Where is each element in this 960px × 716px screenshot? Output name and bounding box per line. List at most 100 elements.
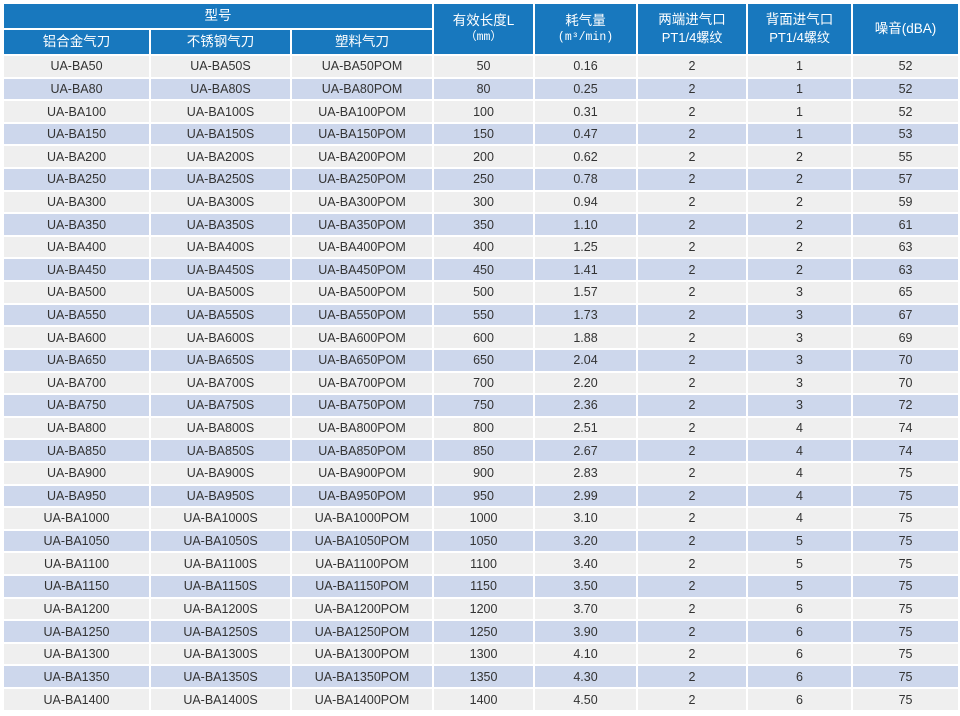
effective-length-cell: 250: [432, 167, 536, 192]
table-header: 型号 有效长度L （mm） 耗气量 (m³/min) 两端进气口 PT1/4螺纹…: [1, 2, 960, 56]
both-ends-inlet-cell: 2: [636, 234, 749, 260]
table-row: UA-BA1050 UA-BA1050S UA-BA1050POM 1050 3.20 2…: [2, 528, 960, 554]
aluminum-model-cell: UA-BA750: [2, 393, 151, 418]
noise-cell: 67: [851, 302, 960, 328]
back-inlet-cell: 4: [746, 438, 854, 463]
noise-cell: 75: [851, 551, 960, 576]
plastic-model-cell: UA-BA500POM: [289, 280, 435, 305]
aluminum-model-cell: UA-BA250: [2, 167, 151, 192]
table-row: UA-BA80 UA-BA80S UA-BA80POM 80 0.25 2 1 52: [2, 76, 960, 102]
plastic-model-cell: UA-BA1350POM: [289, 664, 435, 690]
col-header-effective-length-unit: （mm）: [465, 30, 502, 44]
back-inlet-cell: 3: [746, 302, 854, 328]
both-ends-inlet-cell: 2: [636, 574, 749, 599]
col-header-both-ends-inlet-thread: PT1/4螺纹: [661, 29, 723, 45]
table-row: UA-BA800 UA-BA800S UA-BA800POM 800 2.51 2 4 74: [2, 415, 960, 441]
air-consumption-cell: 2.99: [533, 483, 639, 509]
aluminum-model-cell: UA-BA1200: [2, 596, 151, 622]
col-header-air-consumption-unit: (m³/min): [557, 30, 614, 44]
col-header-both-ends-inlet-title: 两端进气口: [658, 11, 726, 27]
col-header-air-consumption-title: 耗气量: [565, 12, 606, 28]
plastic-model-cell: UA-BA600POM: [289, 325, 435, 350]
table-row: UA-BA50 UA-BA50S UA-BA50POM 50 0.16 2 1 52: [2, 54, 960, 79]
stainless-model-cell: UA-BA800S: [149, 415, 292, 441]
plastic-model-cell: UA-BA200POM: [289, 144, 435, 170]
both-ends-inlet-cell: 2: [636, 438, 749, 463]
stainless-model-cell: UA-BA200S: [149, 144, 292, 170]
noise-cell: 75: [851, 483, 960, 509]
noise-cell: 63: [851, 257, 960, 283]
aluminum-model-cell: UA-BA150: [2, 121, 151, 147]
aluminum-model-cell: UA-BA1400: [2, 687, 151, 712]
air-consumption-cell: 4.10: [533, 641, 639, 667]
back-inlet-cell: 3: [746, 370, 854, 396]
air-consumption-cell: 0.78: [533, 167, 639, 192]
plastic-model-cell: UA-BA150POM: [289, 121, 435, 147]
stainless-model-cell: UA-BA600S: [149, 325, 292, 350]
plastic-model-cell: UA-BA400POM: [289, 234, 435, 260]
air-consumption-cell: 3.10: [533, 506, 639, 531]
aluminum-model-cell: UA-BA400: [2, 234, 151, 260]
table-row: UA-BA850 UA-BA850S UA-BA850POM 850 2.67 2 4 74: [2, 438, 960, 463]
both-ends-inlet-cell: 2: [636, 393, 749, 418]
stainless-model-cell: UA-BA1050S: [149, 528, 292, 554]
noise-cell: 75: [851, 460, 960, 486]
back-inlet-cell: 3: [746, 325, 854, 350]
air-consumption-cell: 1.25: [533, 234, 639, 260]
air-consumption-cell: 1.41: [533, 257, 639, 283]
aluminum-model-cell: UA-BA1000: [2, 506, 151, 531]
noise-cell: 69: [851, 325, 960, 350]
table-row: UA-BA350 UA-BA350S UA-BA350POM 350 1.10 2 2 61: [2, 212, 960, 237]
plastic-model-cell: UA-BA1100POM: [289, 551, 435, 576]
stainless-model-cell: UA-BA500S: [149, 280, 292, 305]
plastic-model-cell: UA-BA1000POM: [289, 506, 435, 531]
plastic-model-cell: UA-BA350POM: [289, 212, 435, 237]
noise-cell: 75: [851, 619, 960, 644]
both-ends-inlet-cell: 2: [636, 370, 749, 396]
plastic-model-cell: UA-BA50POM: [289, 54, 435, 79]
stainless-model-cell: UA-BA1300S: [149, 641, 292, 667]
air-consumption-cell: 1.88: [533, 325, 639, 350]
table-row: UA-BA1150 UA-BA1150S UA-BA1150POM 1150 3.50 2…: [2, 574, 960, 599]
aluminum-model-cell: UA-BA80: [2, 76, 151, 102]
air-consumption-cell: 2.67: [533, 438, 639, 463]
effective-length-cell: 100: [432, 99, 536, 124]
table-row: UA-BA950 UA-BA950S UA-BA950POM 950 2.99 2 4 75: [2, 483, 960, 509]
plastic-model-cell: UA-BA550POM: [289, 302, 435, 328]
both-ends-inlet-cell: 2: [636, 76, 749, 102]
noise-cell: 52: [851, 99, 960, 124]
col-header-back-inlet-thread: PT1/4螺纹: [769, 29, 830, 45]
table-row: UA-BA700 UA-BA700S UA-BA700POM 700 2.20 2 3 70: [2, 370, 960, 396]
both-ends-inlet-cell: 2: [636, 664, 749, 690]
plastic-model-cell: UA-BA1300POM: [289, 641, 435, 667]
noise-cell: 55: [851, 144, 960, 170]
effective-length-cell: 500: [432, 280, 536, 305]
plastic-model-cell: UA-BA450POM: [289, 257, 435, 283]
both-ends-inlet-cell: 2: [636, 528, 749, 554]
plastic-model-cell: UA-BA1150POM: [289, 574, 435, 599]
plastic-model-cell: UA-BA80POM: [289, 76, 435, 102]
both-ends-inlet-cell: 2: [636, 99, 749, 124]
effective-length-cell: 350: [432, 212, 536, 237]
header-row-top: 型号 有效长度L （mm） 耗气量 (m³/min) 两端进气口 PT1/4螺纹…: [1, 2, 960, 56]
noise-cell: 57: [851, 167, 960, 192]
stainless-model-cell: UA-BA250S: [149, 167, 292, 192]
air-consumption-cell: 2.51: [533, 415, 639, 441]
stainless-model-cell: UA-BA700S: [149, 370, 292, 396]
plastic-model-cell: UA-BA1200POM: [289, 596, 435, 622]
aluminum-model-cell: UA-BA1250: [2, 619, 151, 644]
noise-cell: 75: [851, 641, 960, 667]
table-row: UA-BA200 UA-BA200S UA-BA200POM 200 0.62 2 2 55: [2, 144, 960, 170]
effective-length-cell: 1400: [432, 687, 536, 712]
both-ends-inlet-cell: 2: [636, 280, 749, 305]
table-row: UA-BA1350 UA-BA1350S UA-BA1350POM 1350 4.30 2…: [2, 664, 960, 690]
both-ends-inlet-cell: 2: [636, 325, 749, 350]
table-row: UA-BA100 UA-BA100S UA-BA100POM 100 0.31 2 1 52: [2, 99, 960, 124]
noise-cell: 74: [851, 415, 960, 441]
aluminum-model-cell: UA-BA500: [2, 280, 151, 305]
back-inlet-cell: 4: [746, 483, 854, 509]
air-consumption-cell: 2.20: [533, 370, 639, 396]
plastic-model-cell: UA-BA100POM: [289, 99, 435, 124]
effective-length-cell: 80: [432, 76, 536, 102]
